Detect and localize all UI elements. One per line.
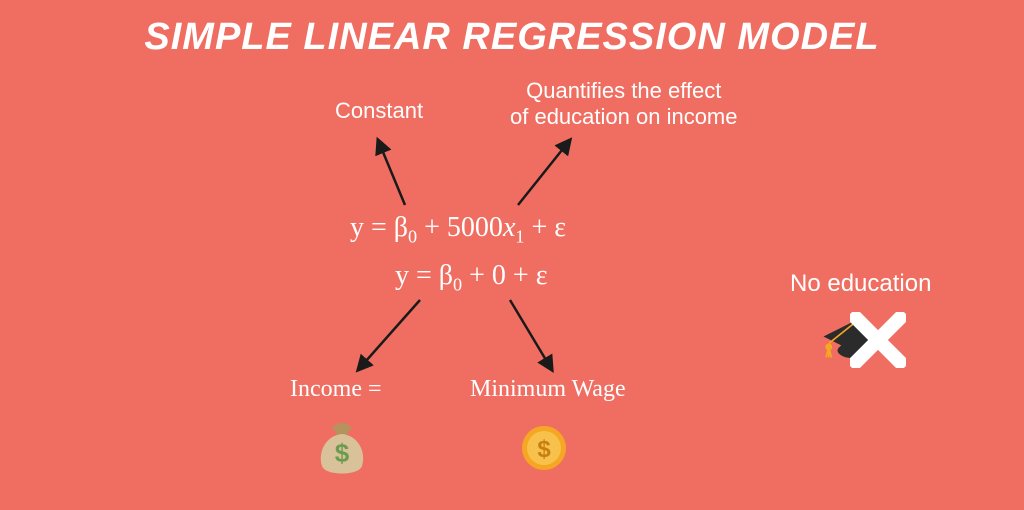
label-income-text: Income = [290,376,382,402]
money-bag-icon: $ [310,414,374,483]
svg-text:$: $ [335,438,350,468]
coin-icon: $ [520,424,568,477]
annotation-constant-text: Constant [335,98,423,123]
equation-1: y = β0 + 5000x1 + ε [350,212,566,248]
x-mark-icon [850,312,906,373]
no-education-text: No education [790,270,931,297]
label-income: Income = [290,376,382,403]
annotation-effect-line1: Quantifies the effect [526,78,721,103]
annotation-constant: Constant [335,98,423,124]
equation-2: y = β0 + 0 + ε [395,260,547,296]
annotation-effect: Quantifies the effect of education on in… [510,78,738,131]
label-minimum-wage-text: Minimum Wage [470,376,626,402]
background [0,0,1024,510]
page-title: SIMPLE LINEAR REGRESSION MODEL [0,16,1024,59]
no-education-label: No education [790,270,931,298]
annotation-effect-line2: of education on income [510,104,738,129]
label-minimum-wage: Minimum Wage [470,376,626,403]
svg-text:$: $ [537,436,551,463]
